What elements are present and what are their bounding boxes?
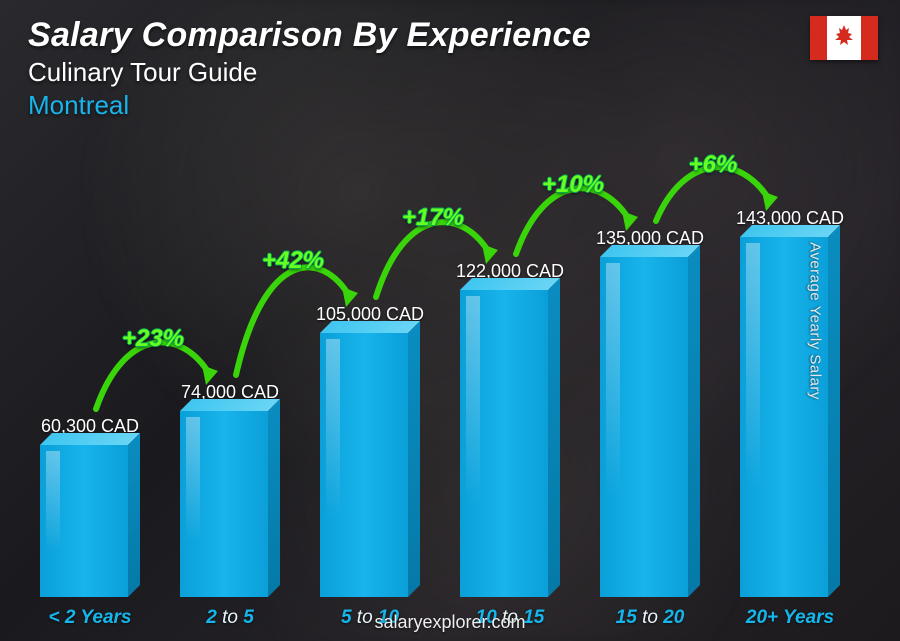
bar: [740, 237, 840, 597]
bar-column: 135,000 CAD15 to 20: [586, 257, 714, 597]
y-axis-label: Average Yearly Salary: [807, 242, 824, 400]
infographic-canvas: Salary Comparison By Experience Culinary…: [0, 0, 900, 641]
bar: [180, 411, 280, 597]
bar: [40, 445, 140, 597]
page-location: Montreal: [28, 90, 591, 121]
flag-icon: [810, 16, 878, 60]
bar-chart: 60,300 CAD< 2 Years74,000 CAD2 to 5105,0…: [20, 150, 860, 597]
bar-column: 105,000 CAD5 to 10: [306, 333, 434, 597]
bar: [460, 290, 560, 597]
bar: [320, 333, 420, 597]
bar: [600, 257, 700, 597]
attribution: salaryexplorer.com: [0, 612, 900, 633]
bar-column: 122,000 CAD10 to 15: [446, 290, 574, 597]
bar-column: 143,000 CAD20+ Years: [726, 237, 854, 597]
bar-column: 60,300 CAD< 2 Years: [26, 445, 154, 597]
header: Salary Comparison By Experience Culinary…: [28, 16, 591, 121]
page-title: Salary Comparison By Experience: [28, 16, 591, 55]
page-subtitle: Culinary Tour Guide: [28, 57, 591, 88]
bar-column: 74,000 CAD2 to 5: [166, 411, 294, 597]
